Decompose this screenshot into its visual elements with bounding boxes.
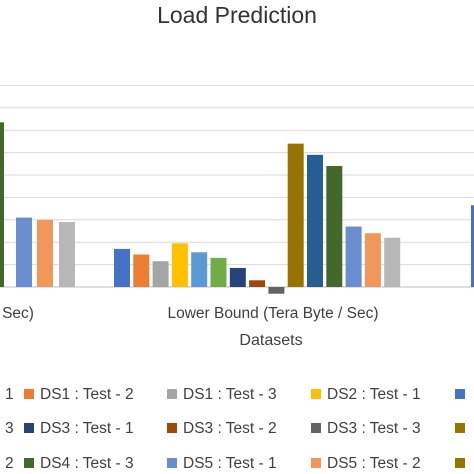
legend-item: DS1 : Test - 2 <box>24 384 134 406</box>
legend-item <box>455 384 471 406</box>
legend-item: DS3 : Test - 2 <box>167 418 277 440</box>
chart-title: Load Prediction <box>157 2 317 28</box>
bar-ds1-test-3-g1 <box>152 261 169 287</box>
legend-item: 1 <box>5 384 14 406</box>
legend-swatch <box>311 388 321 399</box>
chart-legend: 1 DS1 : Test - 2 DS1 : Test - 3 DS2 : Test … <box>0 380 474 474</box>
legend-swatch <box>24 422 34 433</box>
bar-ds3-test-3-g1 <box>268 287 285 294</box>
bar-ds1-test-1-g1 <box>114 248 130 287</box>
legend-label: DS5 : Test - 2 <box>327 455 421 472</box>
legend-label: DS5 : Test - 1 <box>183 455 277 472</box>
legend-label: 2 <box>5 455 14 472</box>
legend-item: 3 <box>5 418 14 440</box>
legend-item: DS5 : Test - 1 <box>167 453 277 474</box>
bar-ds4-test-3-g1 <box>326 166 343 287</box>
legend-label: 3 <box>5 420 14 437</box>
legend-swatch <box>455 422 465 433</box>
legend-label: DS1 : Test - 3 <box>183 386 277 403</box>
legend-item <box>455 453 471 474</box>
legend-item: DS3 : Test - 3 <box>311 418 421 440</box>
legend-swatch <box>24 457 34 468</box>
bar-ds3-test-2-g1 <box>249 280 266 287</box>
bar-ds4-test-2-g1 <box>307 154 323 287</box>
legend-item: DS2 : Test - 1 <box>311 384 421 406</box>
legend-label: DS1 : Test - 2 <box>40 386 134 403</box>
bar-ds5-test-3-g0 <box>59 222 75 287</box>
bar-series-16-g1 <box>471 205 474 287</box>
bar-ds4-test-1-g1 <box>287 143 304 287</box>
category-label: Lower Bound (Tera Byte / Sec) <box>167 305 378 322</box>
legend-swatch <box>24 388 34 399</box>
legend-label: DS3 : Test - 1 <box>40 420 134 437</box>
legend-swatch <box>311 422 321 433</box>
legend-item <box>455 418 471 440</box>
legend-item: DS5 : Test - 2 <box>311 453 421 474</box>
chart-plot: Sec) Lower Bound (Tera Byte / Sec) Dataset… <box>0 84 474 349</box>
legend-swatch <box>167 422 177 433</box>
legend-item: DS1 : Test - 3 <box>167 384 277 406</box>
legend-swatch <box>455 388 465 399</box>
bar-ds5-test-1-g1 <box>345 226 362 287</box>
legend-label: DS3 : Test - 2 <box>183 420 277 437</box>
bar-ds5-test-2-g1 <box>364 233 381 287</box>
legend-swatch <box>167 388 177 399</box>
legend-swatch <box>455 457 465 468</box>
legend-item: DS4 : Test - 3 <box>24 453 134 474</box>
bar-ds2-test-3-g1 <box>210 257 227 287</box>
legend-swatch <box>167 457 177 468</box>
legend-label: DS3 : Test - 3 <box>327 420 421 437</box>
bar-ds3-test-1-g1 <box>229 267 246 287</box>
legend-swatch <box>311 457 321 468</box>
bar-ds1-test-2-g1 <box>133 254 150 287</box>
bar-ds5-test-3-g1 <box>384 237 401 287</box>
legend-item: DS3 : Test - 1 <box>24 418 134 440</box>
legend-label: 1 <box>5 386 14 403</box>
bar-ds2-test-2-g1 <box>191 252 208 287</box>
bar-ds5-test-2-g0 <box>37 219 53 287</box>
x-axis-title: Datasets <box>239 332 302 349</box>
bar-ds4-test-3-g0 <box>0 122 4 287</box>
bar-ds5-test-1-g0 <box>16 217 32 287</box>
legend-item: 2 <box>5 453 14 474</box>
legend-label: DS4 : Test - 3 <box>40 455 134 472</box>
category-label: Sec) <box>2 305 34 322</box>
legend-label: DS2 : Test - 1 <box>327 386 421 403</box>
bar-ds2-test-1-g1 <box>171 243 188 287</box>
